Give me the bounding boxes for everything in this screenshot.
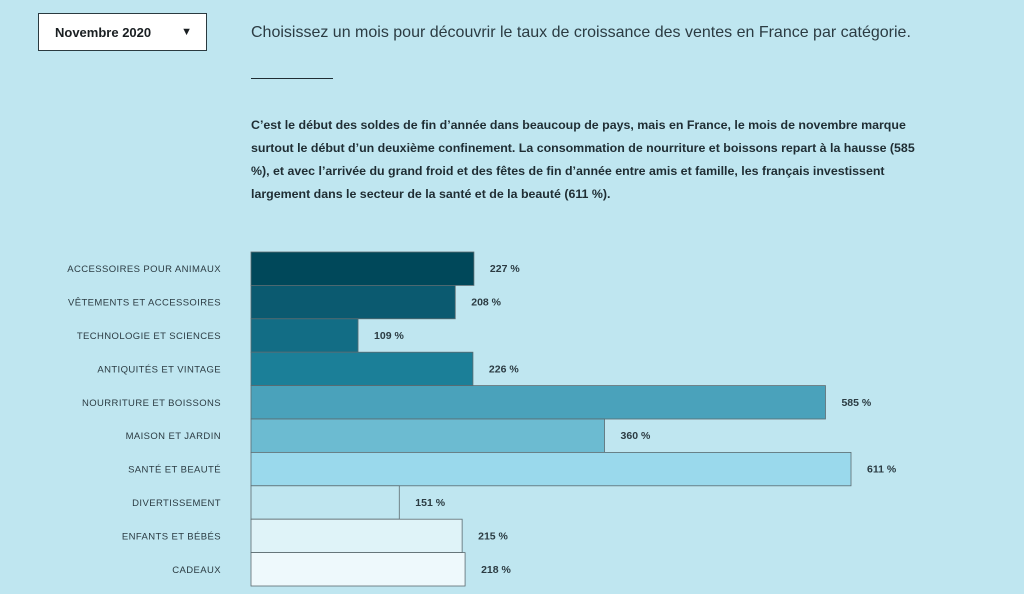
category-label: ENFANTS ET BÉBÉS [122,531,221,542]
value-label: 611 % [867,464,897,476]
category-label: DIVERTISSEMENT [132,498,221,509]
bar [250,318,359,353]
value-label: 215 % [478,530,508,542]
caret-down-icon: ▼ [181,26,192,38]
value-label: 208 % [471,297,501,309]
bar [250,552,466,587]
bar [250,385,826,420]
month-description: C’est le début des soldes de fin d’année… [251,118,915,201]
category-label: ACCESSOIRES POUR ANIMAUX [67,264,221,275]
growth-bar-chart: ACCESSOIRES POUR ANIMAUX 227 % VÊTEMENTS E… [67,251,897,587]
bar [250,351,474,386]
value-label: 218 % [481,564,511,576]
category-label: CADEAUX [172,565,221,576]
intro-text: Choisissez un mois pour découvrir le tau… [251,24,911,41]
category-label: TECHNOLOGIE ET SCIENCES [77,331,221,342]
bar [250,418,605,453]
bar [250,285,456,320]
category-label: NOURRITURE ET BOISSONS [82,398,221,409]
category-label: VÊTEMENTS ET ACCESSOIRES [68,298,221,309]
month-select[interactable]: Novembre 2020 ▼ [38,13,207,51]
month-select-value: Novembre 2020 [55,24,152,40]
divider [251,78,333,79]
value-label: 109 % [374,330,404,342]
category-label: SANTÉ ET BEAUTÉ [128,465,221,476]
bar [250,518,463,554]
bar [250,451,852,487]
category-label: MAISON ET JARDIN [126,431,221,442]
value-label: 151 % [415,497,445,509]
value-label: 585 % [841,397,871,409]
value-label: 360 % [621,430,651,442]
value-label: 227 % [490,263,520,275]
bar [250,251,475,286]
category-label: ANTIQUITÉS ET VINTAGE [97,364,221,375]
value-label: 226 % [489,363,519,375]
bar [250,485,400,520]
